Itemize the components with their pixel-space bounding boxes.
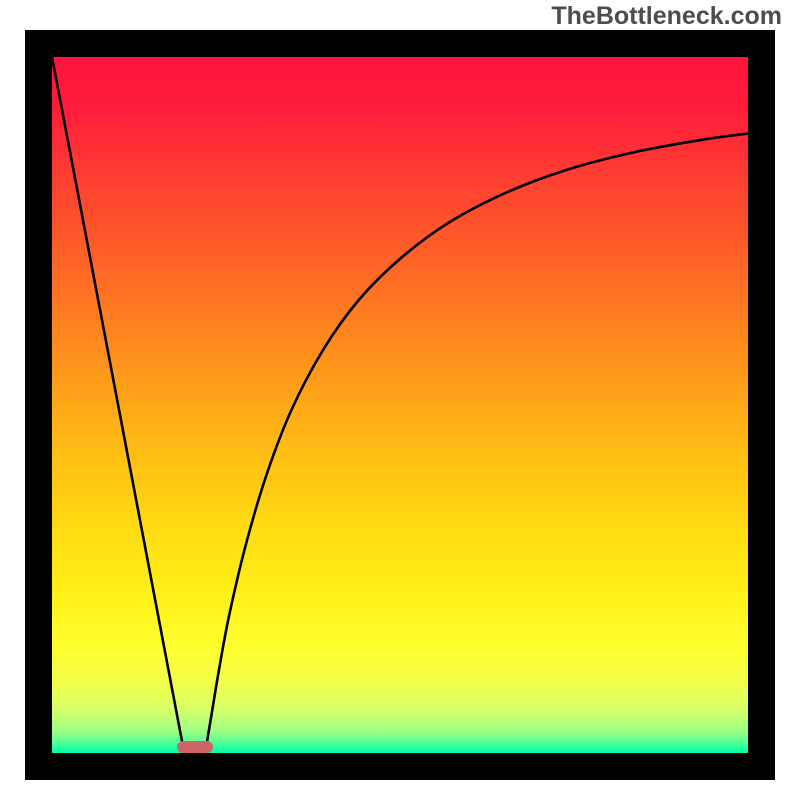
bottleneck-curve <box>52 57 748 753</box>
curve-right-segment <box>205 134 748 753</box>
watermark-text: TheBottleneck.com <box>551 2 782 31</box>
curve-left-segment <box>52 57 184 753</box>
plot-area <box>52 57 748 753</box>
chart-stage: TheBottleneck.com <box>0 0 800 800</box>
minimum-marker <box>177 741 213 753</box>
